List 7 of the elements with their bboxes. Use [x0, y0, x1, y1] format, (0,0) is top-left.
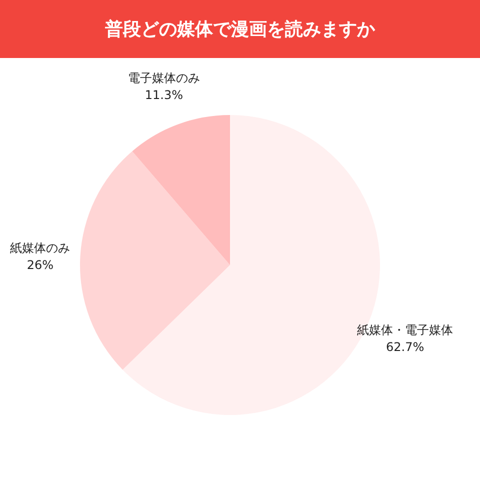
slice-label: 紙媒体・電子媒体	[357, 322, 454, 337]
slice-label: 紙媒体のみ	[10, 240, 70, 255]
data-label: 26%	[26, 258, 54, 272]
chart-title: 普段どの媒体で漫画を読みますか	[0, 0, 480, 58]
data-label: 11.3%	[144, 88, 184, 102]
data-label: 62.7%	[386, 340, 424, 354]
slice-label: 電子媒体のみ	[128, 70, 200, 85]
